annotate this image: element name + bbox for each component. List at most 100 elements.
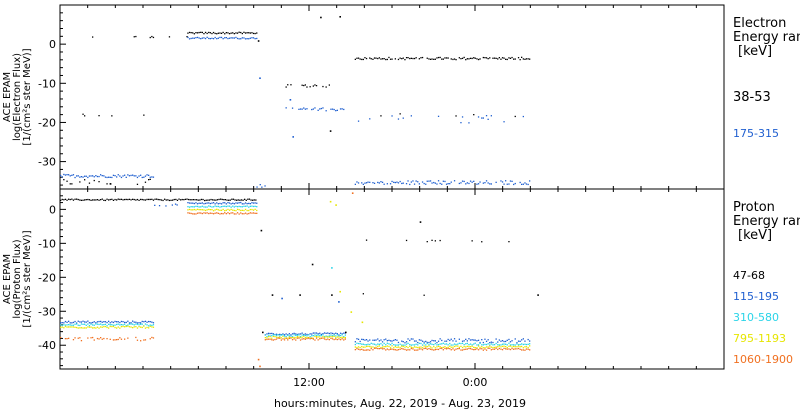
data-point [95,322,97,324]
data-point [264,339,266,341]
data-point [514,348,516,350]
data-point [193,213,195,215]
data-point [172,199,174,201]
data-point [389,340,392,342]
data-point [466,345,468,347]
data-point [362,293,364,295]
data-point [330,332,332,334]
data-point [291,335,294,338]
data-point [468,347,470,350]
data-point [444,180,446,183]
data-point [490,183,492,185]
data-point [167,199,169,201]
data-point [409,343,411,346]
data-point [441,347,443,350]
data-point [298,337,300,339]
data-point [133,198,135,201]
data-point [98,199,100,201]
data-point [111,321,113,323]
data-point [61,198,63,201]
data-point [335,204,337,206]
data-point [251,37,253,39]
data-point [306,337,308,340]
data-point [231,198,233,200]
data-point [420,348,422,350]
data-point [222,205,224,207]
data-point [315,336,318,338]
data-point [319,336,321,338]
data-point [372,58,374,60]
data-point [529,180,531,182]
data-point [144,320,147,322]
data-point [482,341,484,344]
data-point [138,199,140,201]
data-point [130,323,132,325]
data-point [140,174,142,176]
data-point [93,339,95,341]
data-point [60,336,62,339]
data-point [325,335,327,337]
data-point [206,206,208,208]
legend-entry: 310-580 [733,311,779,324]
data-point [243,37,245,39]
data-point [204,202,207,205]
data-point [259,365,261,368]
data-point [325,332,327,334]
data-point [469,57,472,59]
data-point [388,56,390,59]
data-point [254,212,256,214]
data-point [217,37,219,39]
data-point [413,349,416,351]
data-point [108,323,110,325]
data-point [77,175,79,177]
data-point [418,58,420,60]
data-point [88,175,91,177]
data-point [69,198,71,201]
data-point [457,348,459,350]
data-point [72,174,75,176]
data-point [421,349,424,351]
data-point [506,183,508,185]
data-point [465,338,467,340]
data-point [306,86,308,88]
data-point [423,294,425,296]
data-point [417,349,419,351]
data-point [130,199,132,201]
data-point [193,206,195,208]
data-point [367,340,369,342]
data-point [529,349,531,351]
data-point [505,343,507,345]
data-point [405,349,408,351]
data-point [341,336,343,338]
data-point [522,115,524,118]
data-point [463,56,465,59]
data-point [412,338,414,340]
data-point [314,335,316,338]
data-point [203,33,205,35]
data-point [434,182,436,184]
data-point [211,202,213,204]
data-point [188,38,191,40]
data-point [216,202,218,204]
data-point [77,337,79,339]
data-point [195,32,197,34]
data-point [98,320,100,323]
data-point [508,342,510,344]
data-point [186,36,188,38]
data-point [482,56,484,59]
data-point [410,181,412,183]
data-point [191,199,193,201]
data-point [461,346,464,349]
data-point [257,358,260,361]
data-point [68,198,70,200]
data-point [144,199,147,201]
data-point [380,115,382,117]
data-point [429,180,432,182]
data-point [509,345,512,347]
data-point [375,344,377,346]
data-point [397,344,400,346]
data-point [299,108,302,110]
data-point [198,206,200,208]
data-point [132,320,134,322]
